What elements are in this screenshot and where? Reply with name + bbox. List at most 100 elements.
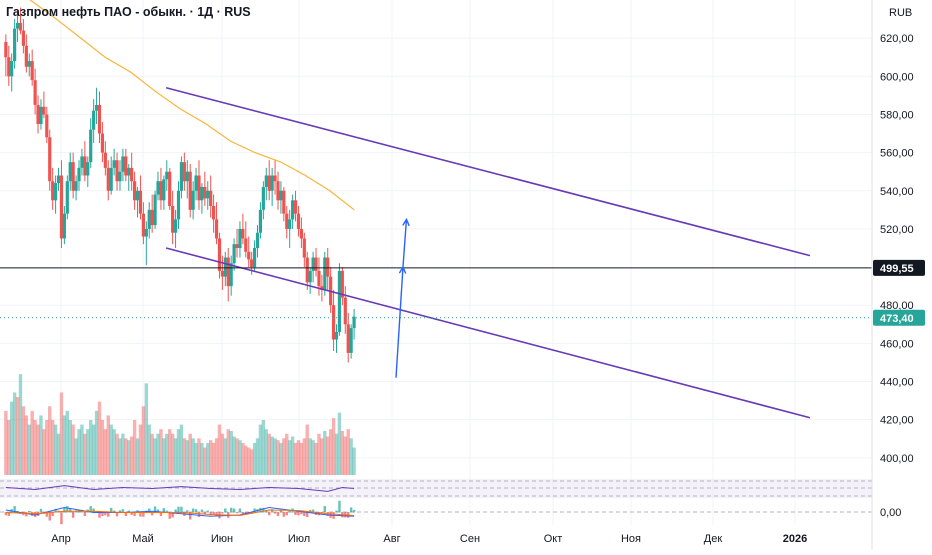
volume-bar bbox=[159, 429, 163, 475]
oscillator2-histogram-bar bbox=[150, 512, 154, 516]
candle-body bbox=[323, 257, 327, 290]
x-tick-label: Окт bbox=[544, 533, 563, 545]
volume-bar bbox=[182, 438, 187, 475]
candle-body bbox=[141, 213, 145, 237]
candle-body bbox=[217, 238, 222, 271]
volume-bar bbox=[115, 433, 119, 475]
volume-bar bbox=[42, 429, 46, 475]
volume-bar bbox=[71, 424, 75, 475]
volume-bar bbox=[267, 433, 271, 475]
candle-body bbox=[197, 175, 201, 201]
candle-body bbox=[159, 181, 163, 201]
volume-bar bbox=[21, 406, 26, 475]
oscillator2-histogram-bar bbox=[212, 512, 215, 515]
y-tick-label: 520,00 bbox=[880, 224, 914, 236]
volume-bar bbox=[211, 442, 216, 475]
volume-bar bbox=[261, 420, 266, 475]
volume-bar bbox=[229, 431, 233, 475]
volume-bar bbox=[12, 392, 17, 475]
volume-bar bbox=[138, 424, 143, 475]
oscillator2-histogram-bar bbox=[238, 508, 242, 513]
candle-body bbox=[343, 297, 347, 325]
candle-body bbox=[80, 156, 84, 168]
volume-bar bbox=[214, 438, 219, 475]
y-tick-label: 560,00 bbox=[880, 148, 914, 160]
candle-body bbox=[27, 61, 31, 67]
oscillator2-histogram-bar bbox=[282, 512, 286, 517]
candle-body bbox=[77, 167, 81, 182]
volume-bar bbox=[168, 429, 172, 475]
oscillator2-histogram-bar bbox=[203, 512, 207, 515]
volume-bar bbox=[86, 429, 90, 475]
currency-label: RUB bbox=[889, 7, 912, 19]
volume-bar bbox=[77, 429, 81, 475]
volume-bars bbox=[4, 374, 356, 475]
volume-bar bbox=[4, 410, 8, 475]
volume-bar bbox=[118, 438, 122, 475]
volume-bar bbox=[290, 436, 295, 475]
candle-body bbox=[133, 181, 137, 201]
volume-bar bbox=[279, 442, 283, 475]
candle-body bbox=[302, 238, 306, 258]
volume-bar bbox=[305, 424, 309, 475]
candle-body bbox=[252, 247, 257, 268]
volume-bar bbox=[244, 445, 248, 475]
volume-bar bbox=[153, 438, 157, 475]
oscillator2-histogram-bar bbox=[133, 512, 136, 516]
volume-bar bbox=[179, 424, 184, 475]
oscillator2-histogram-bar bbox=[115, 512, 119, 517]
candle-body bbox=[59, 175, 64, 239]
oscillator2-histogram-bar bbox=[311, 509, 315, 513]
oscillator2-histogram-bar bbox=[139, 512, 142, 517]
volume-bar bbox=[235, 438, 239, 475]
oscillator2-signal-line bbox=[5, 509, 355, 517]
candle-body bbox=[10, 61, 14, 77]
oscillator2-histogram-bar bbox=[101, 512, 104, 516]
level-price-tag bbox=[873, 259, 925, 276]
oscillator2-histogram-bar bbox=[200, 509, 204, 513]
oscillator2-histogram-bar bbox=[189, 512, 192, 520]
y-tick-label: 580,00 bbox=[880, 109, 914, 121]
oscillator2-histogram-bar bbox=[297, 512, 300, 516]
channel-upper-line bbox=[165, 86, 811, 257]
oscillator2-histogram-bar bbox=[285, 512, 288, 516]
volume-bar bbox=[232, 436, 236, 475]
oscillator2-histogram-bar bbox=[323, 506, 327, 513]
candle-body bbox=[320, 286, 324, 290]
last-price-label: 473,40 bbox=[880, 313, 914, 325]
candle-body bbox=[182, 162, 186, 182]
candle-body bbox=[106, 167, 110, 191]
volume-bar bbox=[299, 442, 304, 475]
candle-body bbox=[156, 181, 160, 195]
x-tick-label: Авг bbox=[383, 533, 400, 545]
candle-body bbox=[185, 171, 189, 182]
candle-body bbox=[94, 104, 99, 111]
volume-bar bbox=[106, 415, 110, 475]
oscillator2-histogram-bar bbox=[162, 508, 166, 513]
candle-body bbox=[153, 194, 157, 226]
candle-body bbox=[89, 129, 93, 163]
candle-body bbox=[86, 162, 90, 176]
volume-bar bbox=[30, 410, 34, 475]
volume-bar bbox=[337, 412, 342, 475]
oscillator2-histogram-bar bbox=[71, 512, 75, 518]
candle-body bbox=[346, 324, 350, 353]
y-tick-label: 460,00 bbox=[880, 338, 914, 350]
candle-body bbox=[121, 156, 125, 172]
x-tick-label: Июн bbox=[211, 533, 233, 545]
oscillator2-histogram-bar bbox=[174, 509, 177, 513]
oscillator2-histogram-bar bbox=[229, 507, 233, 513]
candle-body bbox=[209, 190, 213, 207]
x-tick-label: 2026 bbox=[783, 533, 807, 545]
oscillator2-histogram-bar bbox=[4, 512, 8, 516]
volume-bar bbox=[255, 438, 260, 475]
x-tick-label: Сен bbox=[460, 533, 480, 545]
projection-arrow bbox=[395, 267, 404, 378]
candle-body bbox=[244, 238, 248, 252]
candle-body bbox=[176, 190, 181, 220]
volume-bar bbox=[124, 438, 128, 475]
volume-bar bbox=[311, 440, 315, 475]
candle-body bbox=[291, 200, 295, 220]
candle-body bbox=[282, 190, 286, 214]
